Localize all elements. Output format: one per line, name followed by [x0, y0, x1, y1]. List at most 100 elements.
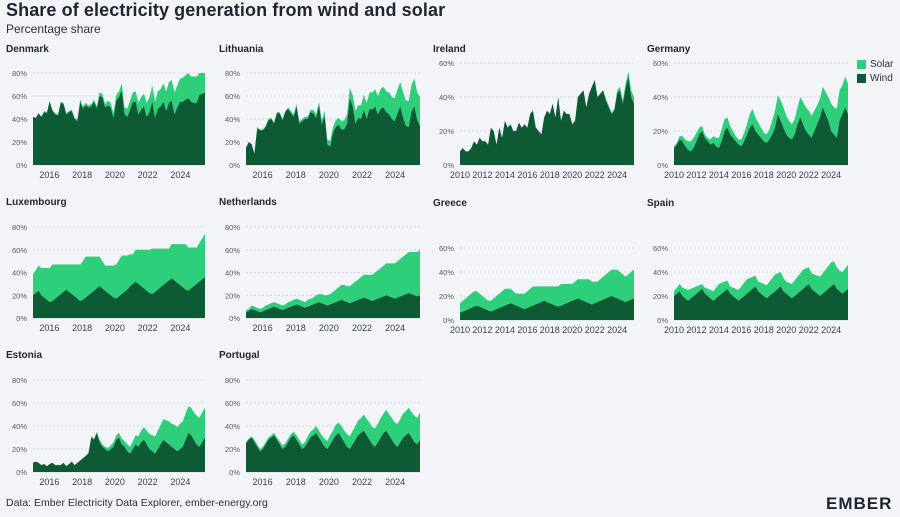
- area-solar-spain: [674, 261, 848, 301]
- ember-logo: EMBER: [826, 494, 893, 513]
- x-tick-label: 2016: [39, 170, 59, 180]
- x-tick-label: 2016: [517, 325, 537, 335]
- y-tick-label: 60%: [439, 59, 454, 68]
- area-wind-estonia: [33, 432, 205, 472]
- x-tick-label: 2024: [385, 477, 405, 487]
- x-tick-label: 2012: [472, 170, 492, 180]
- panel-title-netherlands: Netherlands: [219, 197, 277, 208]
- y-tick-label: 80%: [12, 69, 27, 78]
- x-tick-label: 2010: [450, 325, 470, 335]
- chart-panel-netherlands: Netherlands 0% 20% 40% 60% 80% 2016 2018 2020 202…: [219, 197, 420, 333]
- chart-panel-portugal: Portugal 0% 20% 40% 60% 80% 2016 2018 2020 2022 20…: [219, 350, 420, 487]
- legend-swatch-wind: [857, 73, 866, 83]
- x-tick-label: 2022: [352, 323, 372, 333]
- area-wind-netherlands: [246, 292, 420, 318]
- x-tick-label: 2024: [385, 323, 405, 333]
- legend-item-wind: Wind: [857, 71, 893, 85]
- x-tick-label: 2016: [39, 323, 59, 333]
- area-wind-germany: [674, 107, 848, 165]
- x-tick-label: 2016: [253, 170, 273, 180]
- x-tick-label: 2018: [540, 170, 560, 180]
- x-tick-label: 2024: [821, 325, 841, 335]
- x-tick-label: 2012: [686, 170, 706, 180]
- y-tick-label: 40%: [12, 115, 27, 124]
- y-tick-label: 60%: [225, 92, 240, 101]
- y-tick-label: 40%: [225, 269, 240, 278]
- y-tick-label: 60%: [225, 246, 240, 255]
- x-tick-label: 2014: [495, 325, 515, 335]
- x-tick-label: 2022: [585, 325, 605, 335]
- x-tick-label: 2018: [540, 325, 560, 335]
- y-tick-label: 40%: [439, 268, 454, 277]
- chart-panel-estonia: Estonia 0% 20% 40% 60% 80% 2016 2018 2020 2022 202…: [6, 350, 205, 487]
- y-tick-label: 20%: [12, 291, 27, 300]
- chart-panel-spain: Spain 0% 20% 40% 60% 2010 2012 2014 2016 2018 2020…: [647, 198, 848, 335]
- legend: Solar Wind: [857, 57, 893, 85]
- area-wind-greece: [460, 296, 634, 320]
- y-tick-label: 20%: [653, 292, 668, 301]
- x-tick-label: 2022: [352, 477, 372, 487]
- chart-title: Share of electricity generation from win…: [6, 0, 446, 20]
- y-tick-label: 40%: [653, 268, 668, 277]
- y-tick-label: 20%: [653, 127, 668, 136]
- y-tick-label: 0%: [16, 468, 27, 477]
- y-tick-label: 20%: [12, 445, 27, 454]
- y-tick-label: 20%: [439, 127, 454, 136]
- area-wind-lithuania: [246, 98, 420, 165]
- x-tick-label: 2024: [385, 170, 405, 180]
- y-tick-label: 0%: [229, 161, 240, 170]
- area-solar-greece: [460, 269, 634, 313]
- x-tick-label: 2024: [170, 170, 190, 180]
- x-tick-label: 2010: [664, 325, 684, 335]
- x-tick-label: 2024: [170, 477, 190, 487]
- y-tick-label: 60%: [225, 399, 240, 408]
- x-tick-label: 2020: [562, 325, 582, 335]
- x-tick-label: 2020: [105, 170, 125, 180]
- panel-title-germany: Germany: [647, 44, 691, 55]
- y-tick-label: 0%: [657, 316, 668, 325]
- x-tick-label: 2022: [138, 323, 158, 333]
- area-solar-netherlands: [246, 249, 420, 313]
- y-tick-label: 60%: [653, 244, 668, 253]
- y-tick-label: 40%: [653, 93, 668, 102]
- x-tick-label: 2014: [709, 170, 729, 180]
- y-tick-label: 40%: [439, 93, 454, 102]
- x-tick-label: 2018: [286, 323, 306, 333]
- x-tick-label: 2018: [72, 323, 92, 333]
- x-tick-label: 2018: [286, 170, 306, 180]
- y-tick-label: 20%: [439, 292, 454, 301]
- y-tick-label: 40%: [225, 422, 240, 431]
- chart-panel-lithuania: Lithuania 0% 20% 40% 60% 80% 2016 2018 2020 2022 2…: [219, 44, 420, 180]
- y-tick-label: 0%: [229, 468, 240, 477]
- legend-label-solar: Solar: [870, 58, 894, 70]
- y-tick-label: 40%: [225, 115, 240, 124]
- source-note: Data: Ember Electricity Data Explorer, e…: [6, 497, 268, 509]
- x-tick-label: 2024: [821, 170, 841, 180]
- chart-subtitle: Percentage share: [6, 22, 101, 36]
- x-tick-label: 2022: [585, 170, 605, 180]
- area-wind-denmark: [33, 90, 205, 165]
- y-tick-label: 80%: [225, 223, 240, 232]
- panel-title-denmark: Denmark: [6, 44, 49, 55]
- y-tick-label: 0%: [443, 316, 454, 325]
- x-tick-label: 2018: [754, 170, 774, 180]
- y-tick-label: 80%: [12, 223, 27, 232]
- x-tick-label: 2020: [319, 170, 339, 180]
- y-tick-label: 60%: [653, 59, 668, 68]
- x-tick-label: 2024: [607, 170, 627, 180]
- legend-item-solar: Solar: [857, 57, 893, 71]
- x-tick-label: 2022: [799, 325, 819, 335]
- x-tick-label: 2024: [607, 325, 627, 335]
- panel-title-greece: Greece: [433, 198, 467, 209]
- y-tick-label: 20%: [225, 138, 240, 147]
- chart-panel-denmark: Denmark 0% 20% 40% 60% 80% 2016 2018 2020 2022 202…: [6, 44, 205, 180]
- area-wind-luxembourg: [33, 277, 205, 318]
- area-solar-germany: [674, 76, 848, 152]
- area-solar-portugal: [246, 407, 420, 452]
- y-tick-label: 20%: [225, 445, 240, 454]
- x-tick-label: 2016: [731, 325, 751, 335]
- panel-title-ireland: Ireland: [433, 44, 466, 55]
